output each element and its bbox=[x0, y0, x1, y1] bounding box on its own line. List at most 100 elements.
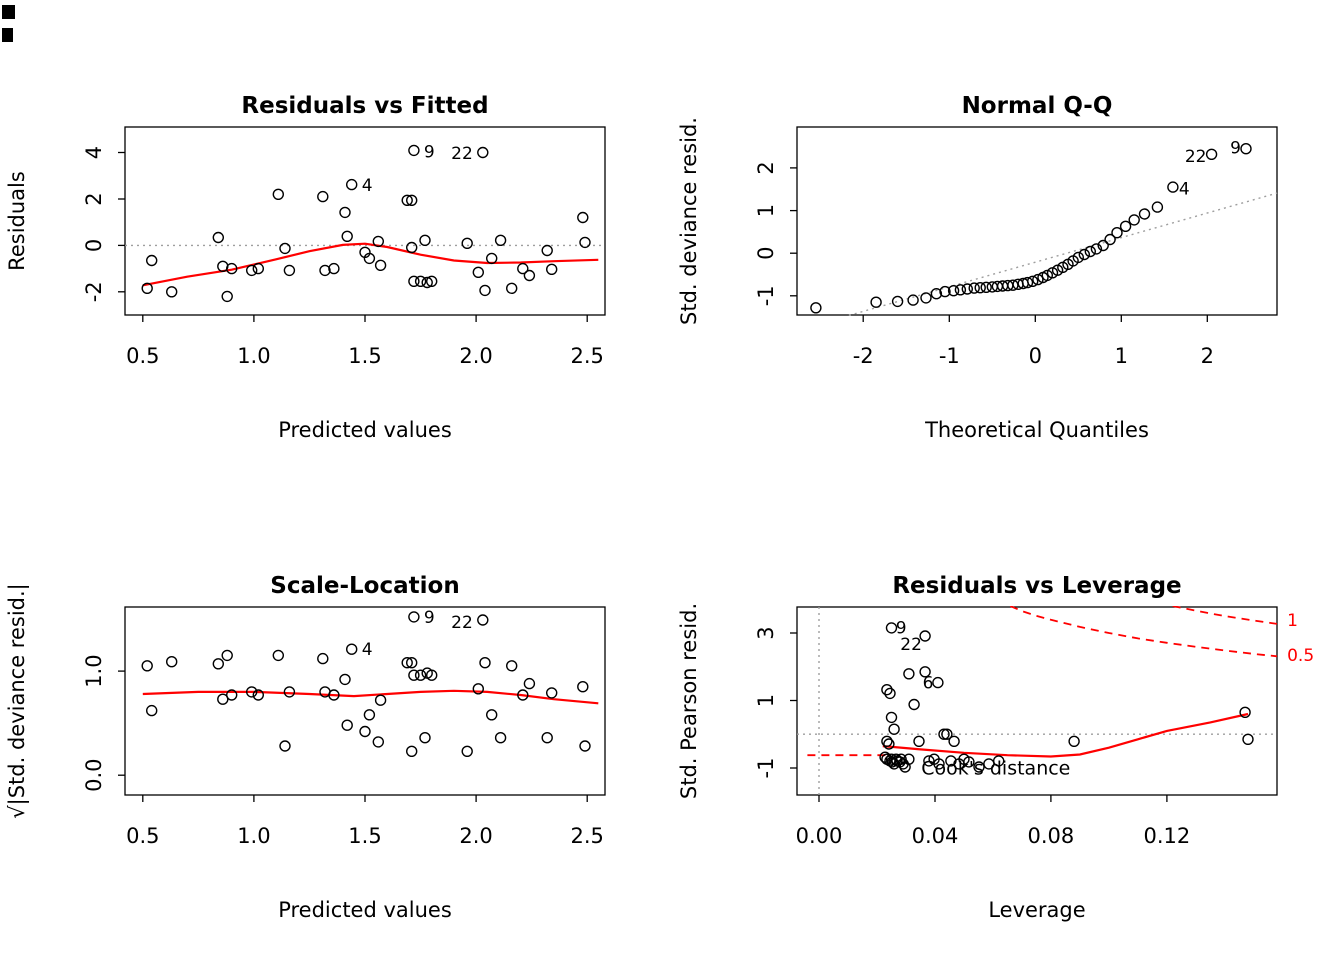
data-point bbox=[317, 652, 329, 665]
data-point bbox=[903, 753, 915, 765]
data-point bbox=[339, 206, 351, 219]
y-tick-label: 0 bbox=[82, 239, 106, 252]
data-point bbox=[968, 282, 980, 294]
data-point bbox=[980, 281, 992, 293]
x-axis-label: Theoretical Quantiles bbox=[924, 418, 1149, 442]
x-tick-label: -1 bbox=[939, 344, 960, 368]
data-point bbox=[963, 756, 975, 768]
data-point bbox=[472, 266, 484, 278]
data-point bbox=[252, 689, 264, 701]
data-point bbox=[919, 630, 931, 642]
x-axis-label: Predicted values bbox=[278, 898, 452, 922]
data-point bbox=[579, 236, 591, 249]
data-point bbox=[506, 282, 518, 294]
data-point bbox=[933, 758, 945, 770]
data-point bbox=[1242, 733, 1254, 745]
data-point bbox=[372, 235, 384, 248]
data-point bbox=[881, 735, 893, 747]
data-point bbox=[408, 144, 420, 157]
data-point bbox=[938, 728, 950, 740]
annotation-text: 0.5 bbox=[1287, 646, 1314, 666]
x-tick-label: 2.0 bbox=[459, 344, 492, 368]
data-point bbox=[486, 709, 498, 721]
data-point bbox=[913, 735, 925, 747]
data-point bbox=[577, 211, 589, 224]
x-tick-label: 0.5 bbox=[126, 824, 159, 848]
x-tick-label: 0.5 bbox=[126, 344, 159, 368]
x-axis-label: Leverage bbox=[988, 898, 1085, 922]
y-tick-label: -2 bbox=[82, 281, 106, 302]
data-point bbox=[406, 194, 418, 207]
plot-box bbox=[796, 126, 1278, 316]
data-point bbox=[245, 264, 258, 277]
data-point bbox=[359, 725, 371, 738]
data-point bbox=[517, 689, 529, 701]
data-point bbox=[1068, 735, 1080, 747]
data-point bbox=[1119, 220, 1132, 233]
point-label: 9 bbox=[1230, 139, 1241, 159]
plot-box bbox=[124, 126, 606, 316]
data-point bbox=[426, 275, 438, 287]
y-axis-label: Std. deviance resid. bbox=[677, 117, 701, 325]
y-tick-label: 1 bbox=[754, 694, 778, 707]
data-point bbox=[212, 231, 225, 244]
x-tick-label: 0.12 bbox=[1144, 824, 1191, 848]
data-point bbox=[1078, 248, 1090, 261]
point-label: 22 bbox=[900, 635, 922, 655]
data-point bbox=[317, 190, 329, 203]
data-point bbox=[541, 732, 553, 744]
data-point bbox=[477, 614, 489, 626]
x-tick-label: 1.5 bbox=[348, 344, 381, 368]
data-point bbox=[891, 295, 904, 308]
x-tick-label: 2 bbox=[1201, 344, 1214, 368]
data-point bbox=[421, 276, 433, 289]
x-tick-label: 1.0 bbox=[237, 344, 270, 368]
panel-title: Residuals vs Leverage bbox=[892, 573, 1181, 599]
data-point bbox=[974, 282, 986, 294]
data-point bbox=[225, 689, 238, 701]
data-point bbox=[461, 745, 473, 757]
x-tick-label: 2.5 bbox=[570, 824, 603, 848]
data-point bbox=[145, 254, 158, 267]
screen-artifact-mark bbox=[2, 5, 15, 19]
data-point bbox=[1138, 208, 1151, 220]
data-point bbox=[1090, 243, 1103, 255]
x-tick-label: 1.0 bbox=[237, 824, 270, 848]
data-point bbox=[930, 288, 943, 300]
data-point bbox=[1151, 201, 1164, 213]
point-label: 22 bbox=[1185, 147, 1207, 167]
data-point bbox=[472, 683, 484, 695]
data-point bbox=[1032, 273, 1044, 286]
panel-residuals-vs-leverage: Residuals vs Leverage Leverage Std. Pear… bbox=[677, 573, 1314, 922]
cooks-contour-1 bbox=[1172, 606, 1278, 625]
data-point bbox=[408, 275, 420, 287]
data-point bbox=[1097, 239, 1109, 252]
data-point bbox=[941, 728, 953, 740]
data-point bbox=[221, 649, 233, 662]
point-label: 22 bbox=[451, 613, 473, 633]
data-point bbox=[419, 234, 431, 247]
data-point bbox=[374, 694, 387, 706]
x-tick-label: 1.5 bbox=[348, 824, 381, 848]
data-point bbox=[947, 285, 960, 297]
data-point bbox=[346, 643, 358, 655]
x-tick-label: 0.00 bbox=[796, 824, 843, 848]
data-point bbox=[272, 649, 284, 662]
panel-title: Normal Q-Q bbox=[962, 93, 1113, 119]
data-point bbox=[1240, 142, 1252, 155]
data-point bbox=[406, 745, 418, 757]
y-tick-label: 3 bbox=[754, 626, 778, 639]
data-point bbox=[1027, 275, 1039, 287]
data-point bbox=[283, 264, 296, 277]
data-point bbox=[283, 686, 296, 698]
panel-scale-location: Scale-Location Predicted values √|Std. d… bbox=[5, 573, 606, 922]
smooth-line bbox=[882, 712, 1249, 758]
data-point bbox=[541, 244, 553, 257]
y-tick-label: 4 bbox=[82, 146, 106, 159]
data-point bbox=[1128, 214, 1140, 226]
data-point bbox=[328, 689, 340, 701]
y-tick-label: 2 bbox=[754, 161, 778, 174]
data-point bbox=[346, 178, 358, 191]
data-point bbox=[1104, 233, 1116, 246]
